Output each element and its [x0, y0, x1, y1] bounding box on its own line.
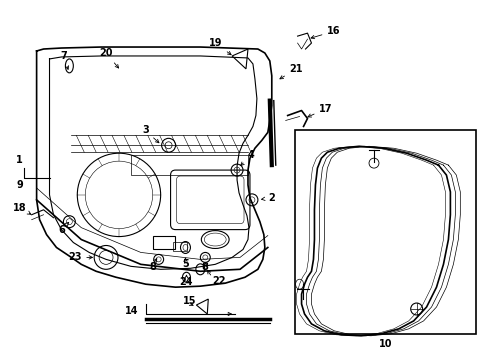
Bar — [152, 235, 174, 249]
Text: 7: 7 — [60, 51, 68, 69]
Text: 3: 3 — [142, 125, 159, 143]
Bar — [172, 242, 187, 251]
Text: 20: 20 — [99, 48, 119, 68]
Text: 13: 13 — [297, 302, 311, 312]
Text: 24: 24 — [179, 277, 193, 287]
Text: 4: 4 — [240, 150, 254, 166]
Polygon shape — [37, 47, 271, 287]
Text: 19: 19 — [208, 38, 231, 55]
Text: 18: 18 — [13, 203, 31, 214]
Text: 11: 11 — [343, 150, 356, 160]
Text: 14: 14 — [125, 306, 139, 316]
Text: 6: 6 — [58, 222, 68, 235]
Text: 5: 5 — [182, 259, 188, 269]
Text: 17: 17 — [307, 104, 332, 117]
Bar — [294, 130, 475, 334]
Text: 8: 8 — [202, 262, 208, 272]
Text: 22: 22 — [212, 276, 225, 286]
Text: 23: 23 — [68, 252, 92, 262]
Text: 8: 8 — [149, 262, 156, 272]
Text: 16: 16 — [310, 26, 340, 39]
Text: 15: 15 — [182, 296, 196, 306]
Bar — [131, 155, 247, 175]
Text: 9: 9 — [16, 180, 23, 190]
Text: 12: 12 — [426, 302, 448, 312]
Text: 1: 1 — [16, 155, 23, 165]
Text: 10: 10 — [378, 339, 392, 349]
Text: 2: 2 — [261, 193, 274, 203]
Text: 21: 21 — [279, 64, 303, 79]
